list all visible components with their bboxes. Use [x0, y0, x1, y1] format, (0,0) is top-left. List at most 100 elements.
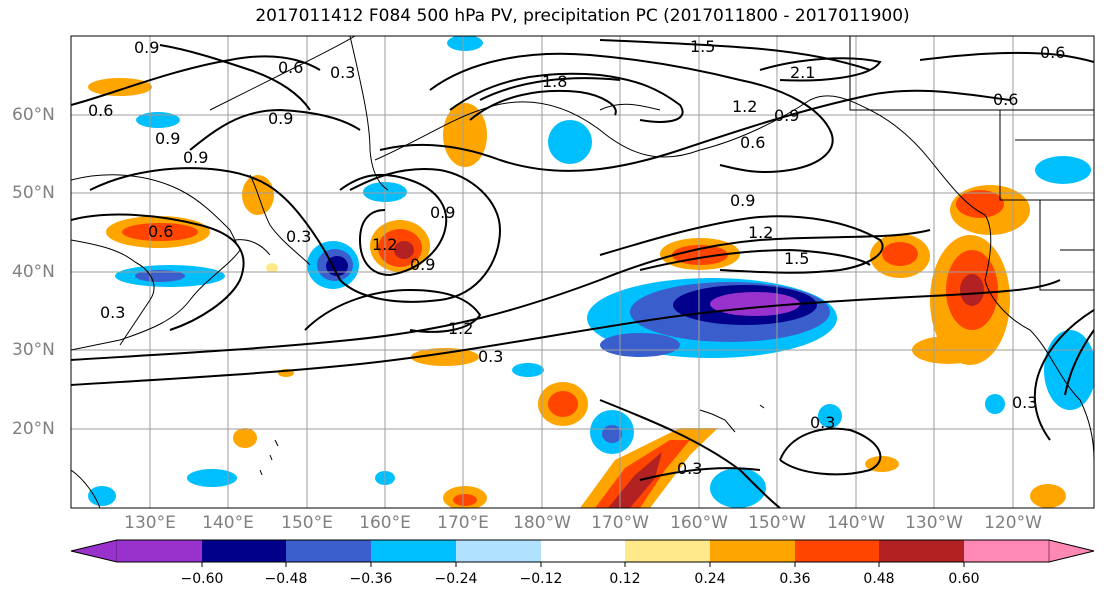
contour-label: 1.5 — [690, 37, 715, 56]
contour-label: 1.2 — [372, 235, 397, 254]
contour-labels: 0.9 0.6 0.3 0.6 0.9 0.9 0.9 0.6 0.3 1.2 … — [88, 37, 1065, 478]
pv-contours — [71, 39, 1094, 508]
precip-blob — [548, 391, 578, 417]
colorbar-segment — [625, 540, 710, 562]
precip-blob — [985, 394, 1005, 414]
contour-label: 0.6 — [993, 90, 1018, 109]
precip-blob — [1044, 330, 1094, 410]
precip-blob — [326, 256, 348, 276]
colorbar-segment — [456, 540, 541, 562]
map-frame — [70, 35, 1095, 509]
colorbar-tick-label: −0.60 — [180, 571, 224, 587]
precip-blob — [88, 78, 152, 96]
lat-label: 40°N — [12, 262, 55, 282]
colorbar-segment — [202, 540, 286, 562]
contour-label: 0.6 — [148, 222, 173, 241]
precip-blob — [122, 223, 198, 241]
contour-label: 0.3 — [286, 227, 311, 246]
precip-blob — [394, 241, 414, 259]
colorbar-tick-label: −0.48 — [264, 571, 308, 587]
colorbar-tick-label: 0.60 — [948, 571, 980, 587]
precip-blob — [512, 363, 544, 377]
contour-label: 0.6 — [88, 101, 113, 120]
lat-label: 60°N — [12, 105, 55, 125]
colorbar-tick-label: 0.48 — [863, 571, 895, 587]
precip-blob — [135, 270, 185, 282]
lon-label: 160°E — [359, 513, 411, 533]
contour-label: 0.9 — [430, 203, 455, 222]
precip-blob — [608, 452, 662, 508]
colorbar-tick-label: −0.36 — [349, 571, 393, 587]
colorbar-max-extension — [1048, 539, 1095, 563]
lon-label: 180°W — [513, 513, 571, 533]
colorbar-tick-label: −0.12 — [519, 571, 563, 587]
contour-label: 0.9 — [268, 109, 293, 128]
contour-label: 1.2 — [748, 223, 773, 242]
map-title: 2017011412 F084 500 hPa PV, precipitatio… — [255, 6, 910, 26]
precip-shading — [88, 36, 1094, 508]
precip-blob — [956, 190, 1004, 218]
colorbar-segment — [710, 540, 795, 562]
lat-label: 50°N — [12, 183, 55, 203]
lon-label: 150°W — [748, 513, 806, 533]
contour-label: 0.3 — [1012, 393, 1037, 412]
colorbar-tick-label: −0.24 — [434, 571, 478, 587]
contour-label: 0.9 — [730, 191, 755, 210]
contour-label: 1.2 — [732, 97, 757, 116]
precip-blob — [443, 103, 487, 167]
colorbar-tick-label: 0.36 — [779, 571, 811, 587]
contour-label: 0.3 — [478, 347, 503, 366]
contour-label: 0.3 — [677, 459, 702, 478]
precip-blob — [1030, 484, 1066, 508]
precip-blob — [187, 469, 237, 487]
contour-label: 1.5 — [784, 249, 809, 268]
contour-label: 0.3 — [810, 413, 835, 432]
lon-label: 170°W — [591, 513, 649, 533]
contour-label: 0.6 — [740, 133, 765, 152]
lon-label: 150°E — [281, 513, 333, 533]
lat-label: 30°N — [12, 340, 55, 360]
precip-blob — [600, 333, 680, 357]
colorbar-tick-label: 0.24 — [694, 571, 726, 587]
contour-label: 0.3 — [330, 63, 355, 82]
precip-blob — [710, 468, 766, 508]
precip-blob — [266, 263, 278, 273]
precip-blob — [548, 120, 592, 164]
precip-blob — [602, 425, 622, 443]
contour-label: 0.6 — [1040, 43, 1065, 62]
colorbar-segment — [964, 540, 1049, 562]
precip-blob — [882, 242, 918, 266]
precip-blob — [1035, 156, 1091, 184]
contour-label: 1.2 — [448, 319, 473, 338]
lat-label: 20°N — [12, 419, 55, 439]
precip-blob — [233, 428, 257, 448]
colorbar-segment — [117, 540, 202, 562]
contour-label: 0.9 — [155, 129, 180, 148]
colorbar-segment — [541, 540, 625, 562]
contour-label: 2.1 — [790, 63, 815, 82]
lon-label: 140°W — [827, 513, 885, 533]
lon-label: 130°E — [124, 513, 176, 533]
contour-label: 0.3 — [100, 303, 125, 322]
colorbar-segment — [795, 540, 879, 562]
contour-label: 0.9 — [134, 38, 159, 57]
lon-label: 140°E — [202, 513, 254, 533]
colorbar-tick-label: 0.12 — [609, 571, 641, 587]
contour-label: 0.9 — [774, 106, 799, 125]
contour-label: 0.9 — [183, 148, 208, 167]
lon-label: 120°W — [984, 513, 1042, 533]
precip-blob — [447, 36, 483, 51]
precip-blob — [411, 348, 479, 366]
colorbar-segment — [879, 540, 964, 562]
contour-label: 0.9 — [410, 255, 435, 274]
colorbar-segment — [371, 540, 456, 562]
colorbar-outline — [70, 539, 1095, 563]
precip-blob — [88, 486, 116, 506]
coastlines — [71, 36, 1094, 508]
colorbar-segment — [286, 540, 371, 562]
colorbar-min-extension — [70, 539, 118, 563]
colorbar — [70, 539, 1095, 567]
precip-blob — [960, 274, 984, 306]
lon-label: 160°W — [670, 513, 728, 533]
